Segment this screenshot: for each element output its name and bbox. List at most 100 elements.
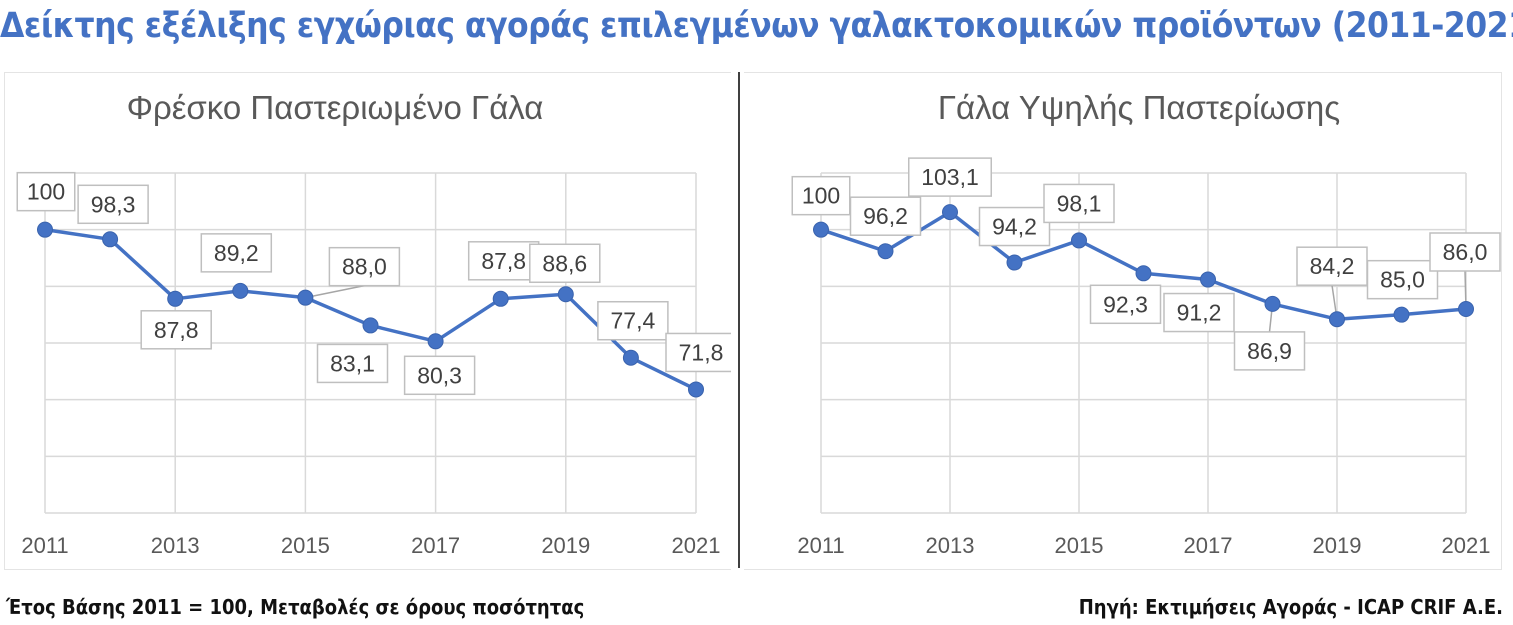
data-label-box [467, 241, 540, 281]
x-tick-label: 2011 [797, 533, 844, 558]
data-point [102, 231, 119, 248]
data-label: 91,2 [1163, 292, 1235, 333]
data-label: 100 [791, 175, 851, 216]
chart-panel-fresh-milk: Φρέσκο Παστεριωμένο Γάλα 2011 2013 2015 2017… [4, 72, 737, 570]
data-point [37, 221, 53, 238]
data-label-box [665, 332, 737, 373]
data-label-box [1429, 232, 1501, 272]
data-label-text: 92,3 [1103, 291, 1148, 317]
data-label-text: 94,2 [992, 214, 1037, 240]
data-label: 77,4 [597, 300, 669, 341]
data-point [1264, 295, 1281, 312]
data-label-box [1163, 292, 1235, 333]
data-label-box [77, 184, 149, 225]
chart-panel-uht-milk: Γάλα Υψηλής Παστερίωσης 2011 2013 2015 2017 2… [744, 72, 1502, 570]
data-point [877, 243, 894, 260]
data-label: 86,0 [1429, 232, 1501, 272]
data-point [167, 290, 184, 307]
data-label-box [978, 206, 1051, 247]
data-label-text: 103,1 [921, 164, 979, 190]
data-point [688, 381, 704, 398]
data-label: 86,9 [1233, 331, 1306, 371]
data-label: 71,8 [665, 332, 737, 373]
leader-line [305, 284, 365, 299]
data-label-box [16, 171, 76, 212]
data-label-text: 71,8 [679, 339, 724, 365]
data-point [813, 221, 829, 238]
data-label-text: 98,3 [91, 191, 136, 217]
data-point [232, 282, 249, 299]
data-label-text: 100 [802, 183, 840, 209]
data-label-box [328, 246, 401, 287]
data-label: 103,1 [908, 157, 992, 197]
data-label: 88,6 [529, 243, 601, 284]
data-label-text: 96,2 [863, 203, 908, 229]
x-tick-label: 2013 [151, 533, 200, 558]
data-label-text: 100 [27, 179, 65, 205]
data-label-text: 88,0 [342, 254, 387, 280]
chart-fresh-milk: Φρέσκο Παστεριωμένο Γάλα 2011 2013 2015 2017… [16, 89, 737, 558]
data-label-text: 88,6 [542, 250, 587, 276]
data-label-text: 98,1 [1057, 190, 1102, 216]
data-point [1329, 311, 1345, 328]
data-label-box [529, 243, 601, 284]
data-label-box [316, 343, 389, 384]
x-tick-label: 2021 [672, 533, 721, 558]
data-label: 92,3 [1089, 284, 1162, 325]
data-point [1006, 254, 1023, 271]
data-label-box [1089, 284, 1162, 325]
data-point [297, 289, 314, 306]
data-label-box [1233, 331, 1306, 371]
data-point [1393, 306, 1410, 323]
data-label: 83,1 [316, 343, 389, 384]
data-label-box [200, 233, 273, 273]
data-label: 80,3 [403, 355, 476, 396]
data-label-text: 84,2 [1310, 253, 1355, 279]
data-label-text: 80,3 [417, 362, 462, 388]
panel-divider [738, 72, 740, 568]
data-label-text: 86,0 [1443, 239, 1488, 265]
x-tick-label: 2019 [1313, 533, 1362, 558]
x-tick-label: 2015 [281, 533, 330, 558]
data-point [362, 317, 379, 334]
main-title: Δείκτης εξέλιξης εγχώριας αγοράς επιλεγμ… [0, 6, 1513, 46]
data-label-box [908, 157, 992, 197]
x-tick-label: 2013 [926, 533, 975, 558]
chart-title: Φρέσκο Παστεριωμένο Γάλα [127, 89, 544, 126]
data-point [492, 290, 509, 307]
data-label: 84,2 [1296, 246, 1368, 286]
data-label: 96,2 [849, 196, 922, 236]
data-label-box [849, 196, 922, 236]
data-label-text: 91,2 [1177, 300, 1222, 326]
data-label-box [791, 175, 851, 216]
data-point [1135, 265, 1152, 282]
data-label: 88,0 [328, 246, 401, 287]
data-label-text: 87,8 [481, 248, 526, 274]
data-label-text: 87,8 [154, 317, 199, 343]
gridlines [820, 172, 1467, 514]
x-tick-label: 2011 [21, 533, 68, 558]
base-year-note: Έτος Βάσης 2011 = 100, Μεταβολές σε όρου… [6, 595, 585, 619]
data-label: 98,1 [1043, 183, 1115, 224]
data-point [557, 286, 574, 303]
data-label: 87,8 [140, 310, 212, 350]
data-point [427, 333, 444, 350]
x-tick-label: 2017 [1184, 533, 1233, 558]
data-label: 94,2 [978, 206, 1051, 247]
data-point [942, 204, 958, 221]
data-label-text: 77,4 [611, 308, 656, 334]
data-point [1200, 271, 1216, 288]
data-label-box [1043, 183, 1115, 224]
data-label-text: 89,2 [214, 240, 259, 266]
data-label: 98,3 [77, 184, 149, 225]
data-label-box [403, 355, 476, 396]
x-tick-label: 2019 [541, 533, 590, 558]
data-point [1458, 301, 1474, 317]
data-label-box [1296, 246, 1368, 286]
x-tick-label: 2021 [1442, 533, 1491, 558]
data-label: 85,0 [1366, 259, 1439, 300]
data-label-text: 86,9 [1247, 338, 1292, 364]
x-tick-label: 2015 [1055, 533, 1104, 558]
data-label-box [140, 310, 212, 350]
chart-uht-milk: Γάλα Υψηλής Παστερίωσης 2011 2013 2015 2017 2… [791, 89, 1501, 558]
